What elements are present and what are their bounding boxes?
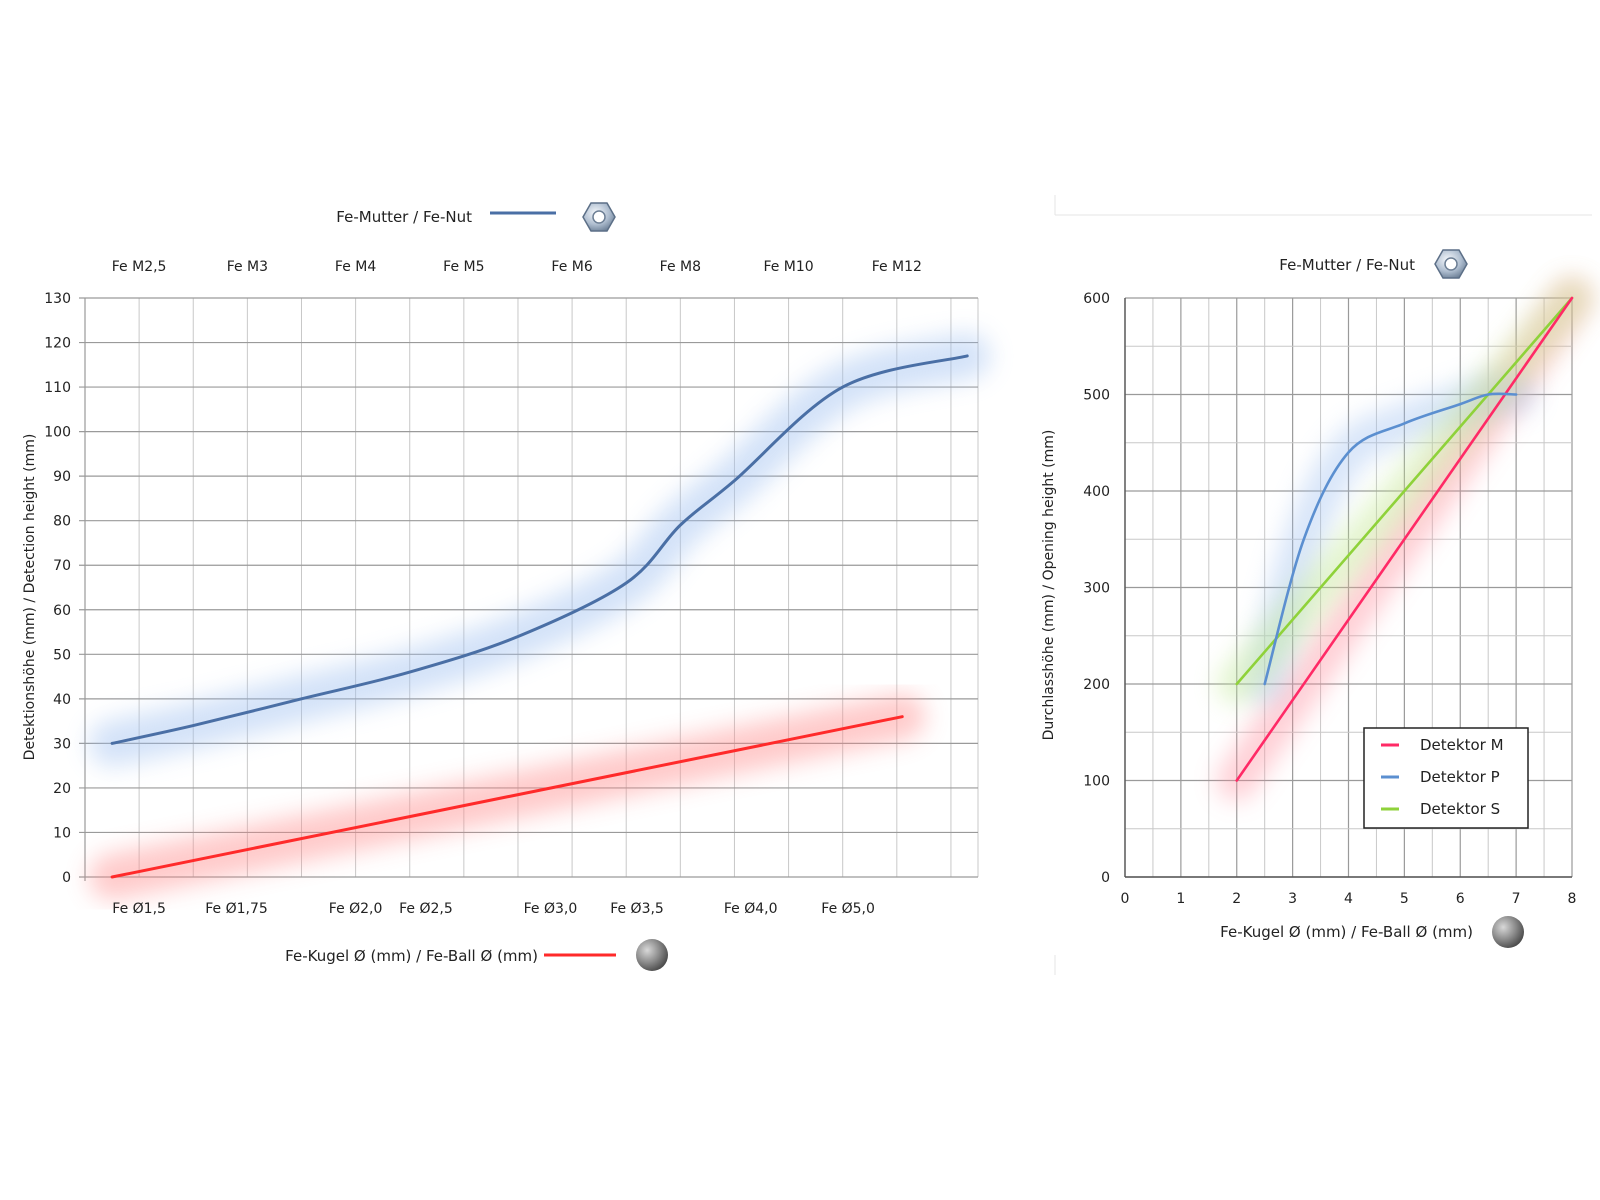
left-top-category-label: Fe M2,5 xyxy=(112,259,167,275)
left-bottom-legend-label: Fe-Kugel Ø (mm) / Fe-Ball Ø (mm) xyxy=(285,947,538,965)
steel-ball-icon xyxy=(1492,916,1524,948)
left-top-category-label: Fe M6 xyxy=(551,259,592,275)
legend-label-detektor-p: Detektor P xyxy=(1420,768,1500,786)
left-top-legend: Fe-Mutter / Fe-Nut xyxy=(336,202,616,232)
right-x-tick-label: 0 xyxy=(1121,891,1130,907)
left-top-category-label: Fe M10 xyxy=(763,259,813,275)
steel-ball-icon xyxy=(636,939,668,971)
left-y-tick-label: 100 xyxy=(44,425,71,441)
left-bottom-category-label: Fe Ø3,5 xyxy=(610,901,664,917)
right-y-tick-label: 300 xyxy=(1083,581,1110,597)
right-y-tick-label: 200 xyxy=(1083,677,1110,693)
right-y-tick-label: 100 xyxy=(1083,774,1110,790)
left-top-legend-label: Fe-Mutter / Fe-Nut xyxy=(336,208,472,226)
left-top-category-label: Fe M5 xyxy=(443,259,484,275)
left-y-tick-label: 80 xyxy=(53,514,71,530)
left-y-tick-label: 30 xyxy=(53,736,71,752)
right-x-tick-label: 7 xyxy=(1512,891,1521,907)
right-x-axis-title: Fe-Kugel Ø (mm) / Fe-Ball Ø (mm) xyxy=(1220,916,1524,948)
left-glow-layer xyxy=(89,332,991,900)
left-bottom-category-label: Fe Ø4,0 xyxy=(724,901,778,917)
left-y-tick-labels: 0 10 20 30 40 50 60 70 80 90 100 110 120 130 xyxy=(44,291,71,886)
left-y-tick-label: 70 xyxy=(53,558,71,574)
right-series-layer xyxy=(1235,296,1574,782)
left-y-tick-label: 90 xyxy=(53,469,71,485)
right-y-axis-label: Durchlasshöhe (mm) / Opening height (mm) xyxy=(1041,430,1057,741)
left-y-axis-label: Detektionshöhe (mm) / Detection height (… xyxy=(22,434,38,761)
right-legend: Detektor M Detektor P Detektor S xyxy=(1363,727,1529,829)
right-series-line-detektor-p xyxy=(1263,392,1518,686)
right-y-tick-label: 600 xyxy=(1083,291,1110,307)
left-bottom-category-label: Fe Ø5,0 xyxy=(821,901,875,917)
right-x-tick-label: 6 xyxy=(1456,891,1465,907)
right-chart: 0 100 200 300 400 500 600 0 1 2 3 4 5 6 7 8 Durchlassh… xyxy=(1041,249,1592,948)
right-x-tick-label: 3 xyxy=(1288,891,1297,907)
left-y-tick-label: 110 xyxy=(44,380,71,396)
left-y-tick-label: 50 xyxy=(53,647,71,663)
right-series-line-detektor-m xyxy=(1235,296,1574,782)
legend-label-detektor-s: Detektor S xyxy=(1420,800,1500,818)
left-bottom-category-labels: Fe Ø1,5 Fe Ø1,75 Fe Ø2,0 Fe Ø2,5 Fe Ø3,0 Fe Ø… xyxy=(112,901,875,917)
legend-label-detektor-m: Detektor M xyxy=(1420,736,1504,754)
hex-nut-icon xyxy=(1434,249,1468,279)
left-y-tick-label: 20 xyxy=(53,781,71,797)
right-x-tick-labels: 0 1 2 3 4 5 6 7 8 xyxy=(1121,891,1577,907)
left-bottom-category-label: Fe Ø1,75 xyxy=(205,901,268,917)
left-y-tick-label: 0 xyxy=(62,870,71,886)
left-top-category-label: Fe M12 xyxy=(872,259,922,275)
left-series-layer xyxy=(110,354,969,879)
left-top-category-label: Fe M4 xyxy=(335,259,376,275)
left-top-category-labels: Fe M2,5 Fe M3 Fe M4 Fe M5 Fe M6 Fe M8 Fe M10 Fe… xyxy=(112,259,922,275)
left-top-category-label: Fe M8 xyxy=(660,259,701,275)
right-y-tick-labels: 0 100 200 300 400 500 600 xyxy=(1083,291,1110,886)
hex-nut-icon xyxy=(582,202,616,232)
right-y-tick-label: 500 xyxy=(1083,388,1110,404)
left-series-line-nut xyxy=(110,354,969,745)
left-bottom-category-label: Fe Ø2,5 xyxy=(399,901,453,917)
right-x-tick-label: 8 xyxy=(1568,891,1577,907)
left-bottom-category-label: Fe Ø1,5 xyxy=(112,901,166,917)
left-bottom-legend: Fe-Kugel Ø (mm) / Fe-Ball Ø (mm) xyxy=(285,939,668,971)
right-y-tick-label: 400 xyxy=(1083,484,1110,500)
left-series-glow xyxy=(89,332,991,767)
left-y-tick-label: 40 xyxy=(53,692,71,708)
right-chart-frame xyxy=(1054,195,1592,975)
left-top-category-label: Fe M3 xyxy=(227,259,268,275)
left-series-line-ball xyxy=(110,715,904,879)
right-x-tick-label: 2 xyxy=(1232,891,1241,907)
right-y-tick-label: 0 xyxy=(1101,870,1110,886)
right-top-legend: Fe-Mutter / Fe-Nut xyxy=(1279,249,1468,279)
right-x-tick-label: 5 xyxy=(1400,891,1409,907)
left-y-tick-label: 120 xyxy=(44,336,71,352)
left-y-tick-label: 130 xyxy=(44,291,71,307)
left-y-tick-label: 60 xyxy=(53,603,71,619)
right-x-tick-label: 1 xyxy=(1176,891,1185,907)
right-x-tick-label: 4 xyxy=(1344,891,1353,907)
left-bottom-category-label: Fe Ø2,0 xyxy=(329,901,383,917)
right-top-legend-label: Fe-Mutter / Fe-Nut xyxy=(1279,256,1415,274)
left-y-tick-label: 10 xyxy=(53,825,71,841)
left-bottom-category-label: Fe Ø3,0 xyxy=(524,901,578,917)
right-x-axis-label: Fe-Kugel Ø (mm) / Fe-Ball Ø (mm) xyxy=(1220,923,1473,941)
right-series-line-detektor-s xyxy=(1235,296,1574,686)
